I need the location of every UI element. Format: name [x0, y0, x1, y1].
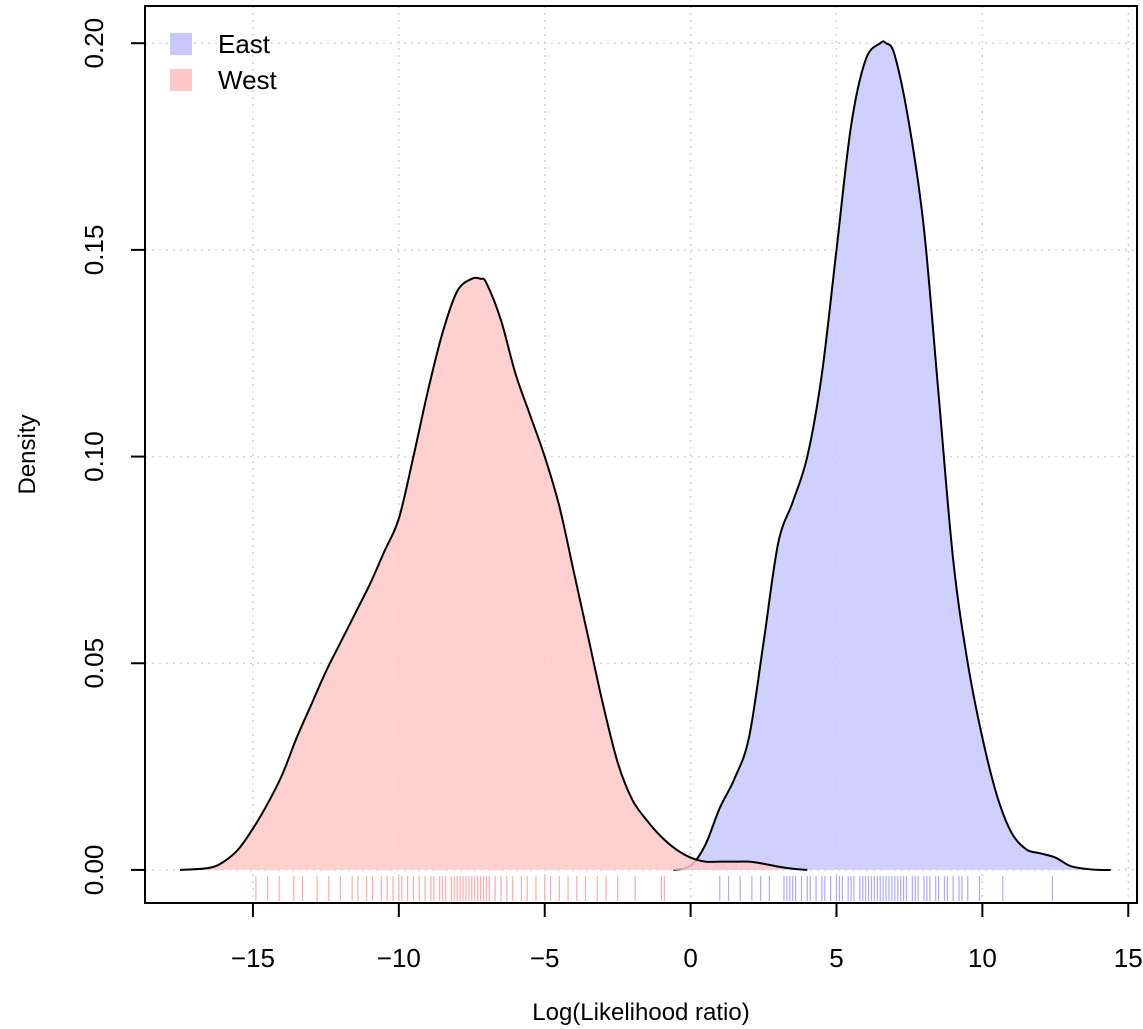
y-tick-label: 0.05 [79, 638, 109, 689]
rug-marks [255, 876, 1053, 901]
legend-label-east: East [218, 29, 271, 59]
y-axis-title: Density [14, 414, 41, 494]
x-tick-label: −15 [231, 943, 275, 973]
x-tick-label: 0 [683, 943, 697, 973]
legend-label-west: West [218, 65, 278, 95]
y-tick-label: 0.00 [79, 845, 109, 896]
x-tick-label: 5 [829, 943, 843, 973]
density-areas [179, 40, 1111, 872]
curve-west [179, 276, 808, 871]
legend-swatch-west [170, 69, 192, 91]
y-axis: 0.00 0.05 0.10 0.15 0.20 [79, 18, 146, 896]
x-axis: −15 −10 −5 0 5 10 15 [231, 902, 1143, 973]
x-axis-title: Log(Likelihood ratio) [532, 999, 749, 1026]
area-east [673, 41, 1111, 871]
y-tick-label: 0.15 [79, 225, 109, 276]
x-tick-label: 10 [968, 943, 997, 973]
x-tick-label: −10 [377, 943, 421, 973]
y-tick-label: 0.10 [79, 431, 109, 482]
legend-swatch-east [170, 33, 192, 55]
legend: East West [170, 29, 278, 95]
area-west [180, 277, 808, 870]
x-tick-label: −5 [530, 943, 560, 973]
y-tick-label: 0.20 [79, 18, 109, 69]
curve-east [672, 40, 1111, 872]
x-tick-label: 15 [1114, 943, 1143, 973]
